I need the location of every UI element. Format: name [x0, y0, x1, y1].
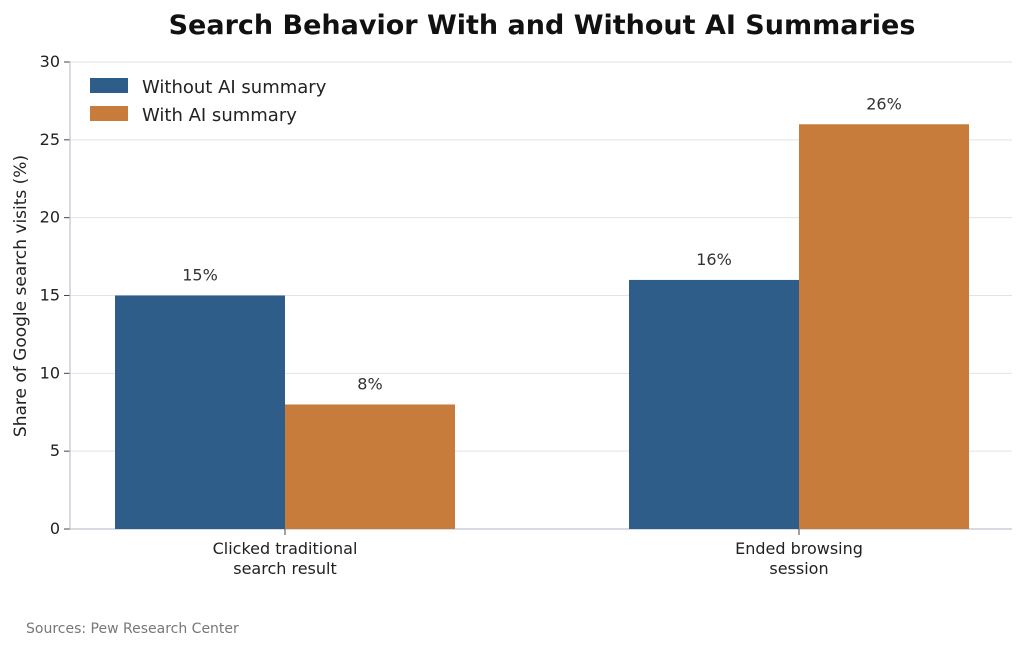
- y-tick-label: 20: [40, 208, 60, 227]
- bar: [285, 404, 455, 529]
- bar: [799, 124, 969, 530]
- bar-data-label: 26%: [866, 94, 902, 113]
- y-tick-label: 25: [40, 130, 60, 149]
- y-tick-label: 5: [50, 441, 60, 460]
- chart-title: Search Behavior With and Without AI Summ…: [169, 10, 916, 41]
- y-tick-label: 0: [50, 519, 60, 538]
- source-note: Sources: Pew Research Center: [26, 621, 239, 637]
- bar-data-label: 15%: [182, 266, 218, 285]
- bars: [115, 124, 969, 530]
- bar-data-label: 16%: [696, 250, 732, 269]
- bar: [629, 279, 799, 529]
- y-axis-title: Share of Google search visits (%): [11, 155, 31, 437]
- y-tick-label: 15: [40, 286, 60, 305]
- x-tick-label: Clicked traditional: [213, 539, 358, 558]
- bar: [115, 295, 285, 529]
- bar-data-labels: 15% 8% 16% 26%: [182, 94, 902, 393]
- y-tick-label: 30: [40, 52, 60, 71]
- legend-swatch: [90, 78, 128, 93]
- x-tick-label: search result: [233, 559, 337, 578]
- bar-data-label: 8%: [357, 374, 382, 393]
- x-tick-label: session: [769, 559, 828, 578]
- x-tick-label: Ended browsing: [735, 539, 863, 558]
- y-axis-ticks: 0 5 10 15 20 25 30: [40, 52, 70, 538]
- legend: Without AI summary With AI summary: [90, 77, 327, 126]
- legend-swatch: [90, 106, 128, 121]
- legend-label: Without AI summary: [142, 77, 327, 98]
- legend-label: With AI summary: [142, 105, 297, 126]
- y-tick-label: 10: [40, 363, 60, 382]
